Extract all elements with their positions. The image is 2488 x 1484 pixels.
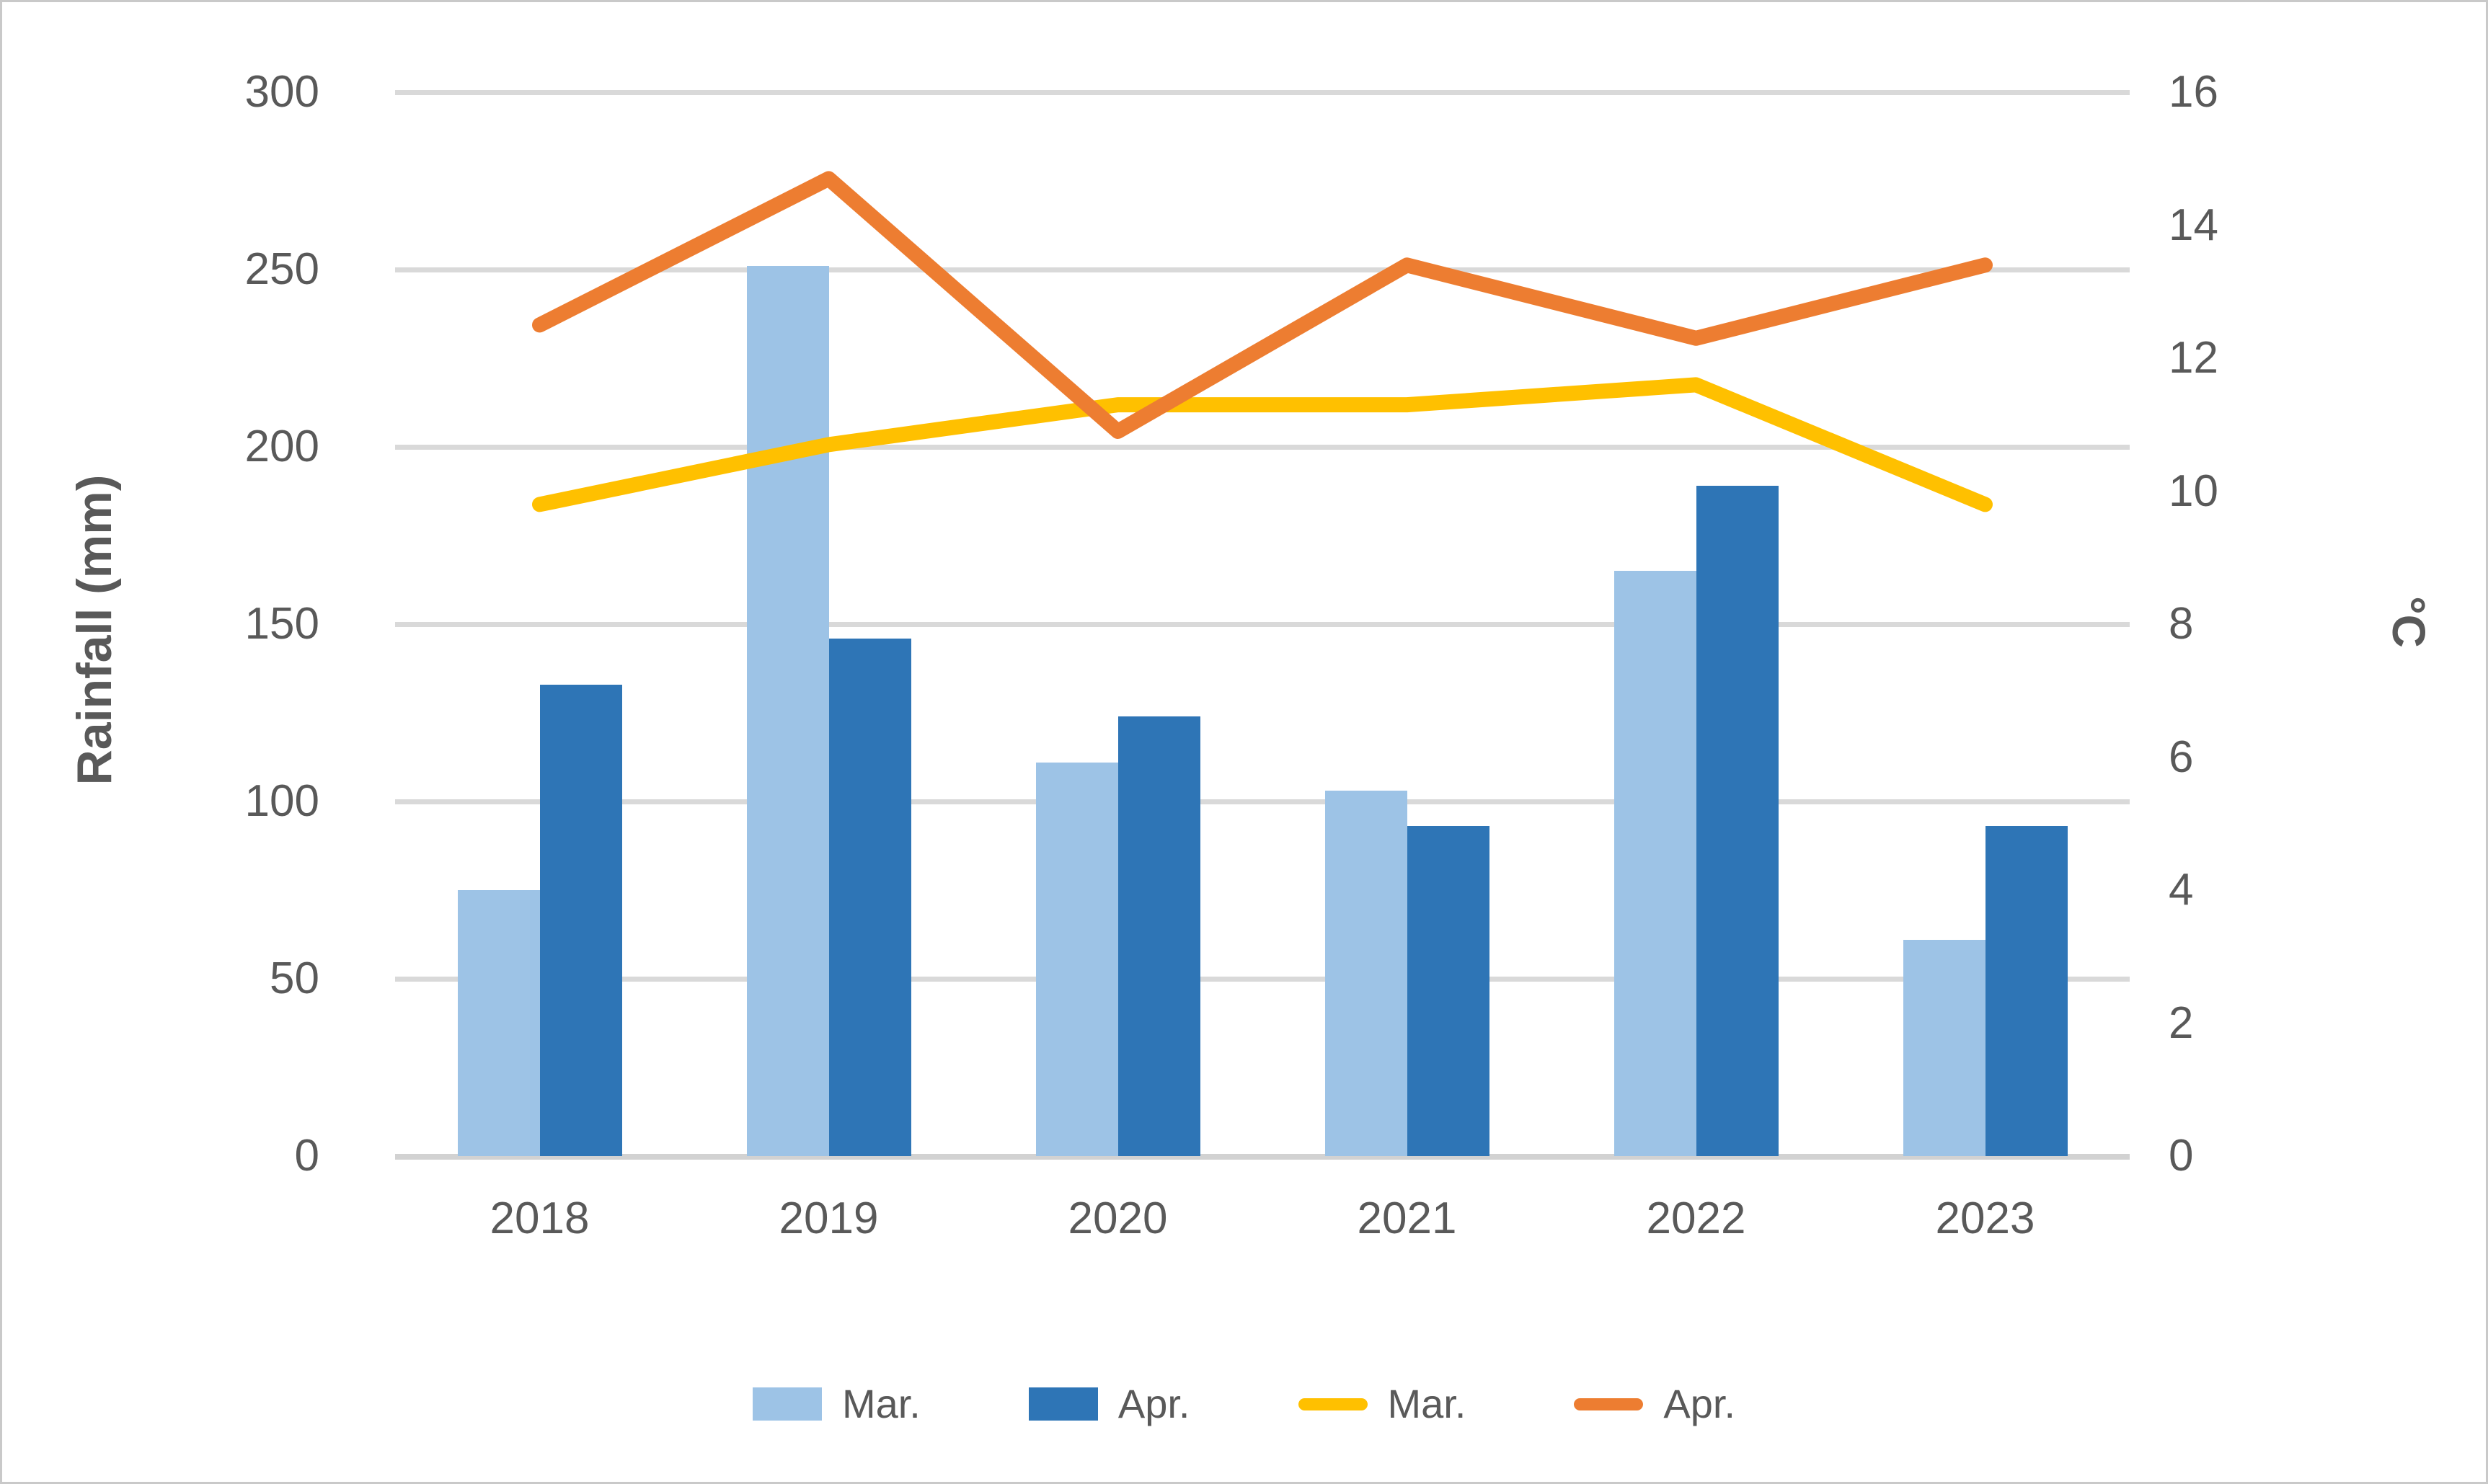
- legend-item-line-mar[interactable]: Mar.: [1298, 1384, 1466, 1424]
- right-axis-tick-label: 2: [2169, 998, 2194, 1048]
- gridline: [395, 799, 2130, 804]
- legend-item-line-apr[interactable]: Apr.: [1574, 1384, 1735, 1424]
- right-axis-tick-label: 6: [2169, 732, 2194, 782]
- right-axis-tick-label: 12: [2169, 333, 2218, 383]
- right-axis-tick-label: 10: [2169, 466, 2218, 516]
- legend-label: Apr.: [1663, 1381, 1736, 1426]
- x-axis-tick-label: 2019: [779, 1194, 879, 1243]
- bar-apr-2023[interactable]: [1985, 826, 2068, 1156]
- right-axis-tick-label: 4: [2169, 865, 2194, 915]
- bar-mar-2019[interactable]: [746, 266, 829, 1156]
- right-axis-title: °C: [2383, 596, 2435, 648]
- temp-line-mar[interactable]: [532, 377, 1993, 512]
- left-axis-tick-label: 100: [244, 776, 319, 826]
- legend-item-bar-mar[interactable]: Mar.: [752, 1381, 921, 1426]
- x-axis-line: [395, 1154, 2130, 1160]
- x-axis-tick-label: 2020: [1068, 1194, 1168, 1243]
- bar-mar-2020[interactable]: [1035, 762, 1118, 1156]
- x-axis-tick-label: 2021: [1357, 1194, 1457, 1243]
- left-axis-tick-label: 150: [244, 599, 319, 649]
- x-axis-tick-label: 2022: [1646, 1194, 1746, 1243]
- gridline: [395, 267, 2130, 272]
- legend-bar-swatch: [1028, 1387, 1098, 1421]
- left-axis-tick-label: 250: [244, 244, 319, 294]
- right-axis-tick-label: 0: [2169, 1131, 2194, 1181]
- left-axis-tick-label: 200: [244, 422, 319, 471]
- bar-apr-2021[interactable]: [1407, 826, 1489, 1156]
- left-axis-tick-label: 50: [270, 954, 319, 1003]
- gridline: [395, 977, 2130, 982]
- bar-apr-2022[interactable]: [1696, 486, 1779, 1156]
- left-axis-tick-label: 300: [244, 67, 319, 117]
- legend: Mar. Apr. Mar. Apr.: [2, 1372, 2486, 1436]
- bar-mar-2021[interactable]: [1324, 791, 1407, 1156]
- left-axis-tick-label: 0: [294, 1131, 319, 1181]
- bar-mar-2018[interactable]: [457, 890, 540, 1156]
- bar-mar-2022[interactable]: [1613, 571, 1696, 1156]
- bar-apr-2018[interactable]: [539, 684, 622, 1156]
- plot-area: [395, 90, 2130, 1160]
- legend-line-swatch: [1298, 1398, 1368, 1410]
- bar-mar-2023[interactable]: [1903, 939, 1985, 1156]
- line-series-container: [532, 171, 1993, 512]
- legend-label: Mar.: [841, 1381, 921, 1426]
- legend-bar-swatch: [752, 1387, 822, 1421]
- right-axis-tick-label: 16: [2169, 67, 2218, 117]
- legend-label: Mar.: [1387, 1381, 1466, 1426]
- right-axis-tick-label: 8: [2169, 599, 2194, 649]
- gridline: [395, 622, 2130, 627]
- legend-label: Apr.: [1117, 1381, 1190, 1426]
- right-axis-tick-label: 14: [2169, 200, 2218, 250]
- bar-apr-2020[interactable]: [1117, 716, 1200, 1156]
- gridline: [395, 445, 2130, 450]
- temp-line-apr[interactable]: [532, 171, 1993, 439]
- legend-item-bar-apr[interactable]: Apr.: [1028, 1381, 1190, 1426]
- legend-line-swatch: [1574, 1398, 1644, 1410]
- x-axis-tick-label: 2023: [1935, 1194, 2035, 1243]
- gridline: [395, 90, 2130, 95]
- x-axis-tick-label: 2018: [490, 1194, 590, 1243]
- bar-apr-2019[interactable]: [828, 638, 911, 1156]
